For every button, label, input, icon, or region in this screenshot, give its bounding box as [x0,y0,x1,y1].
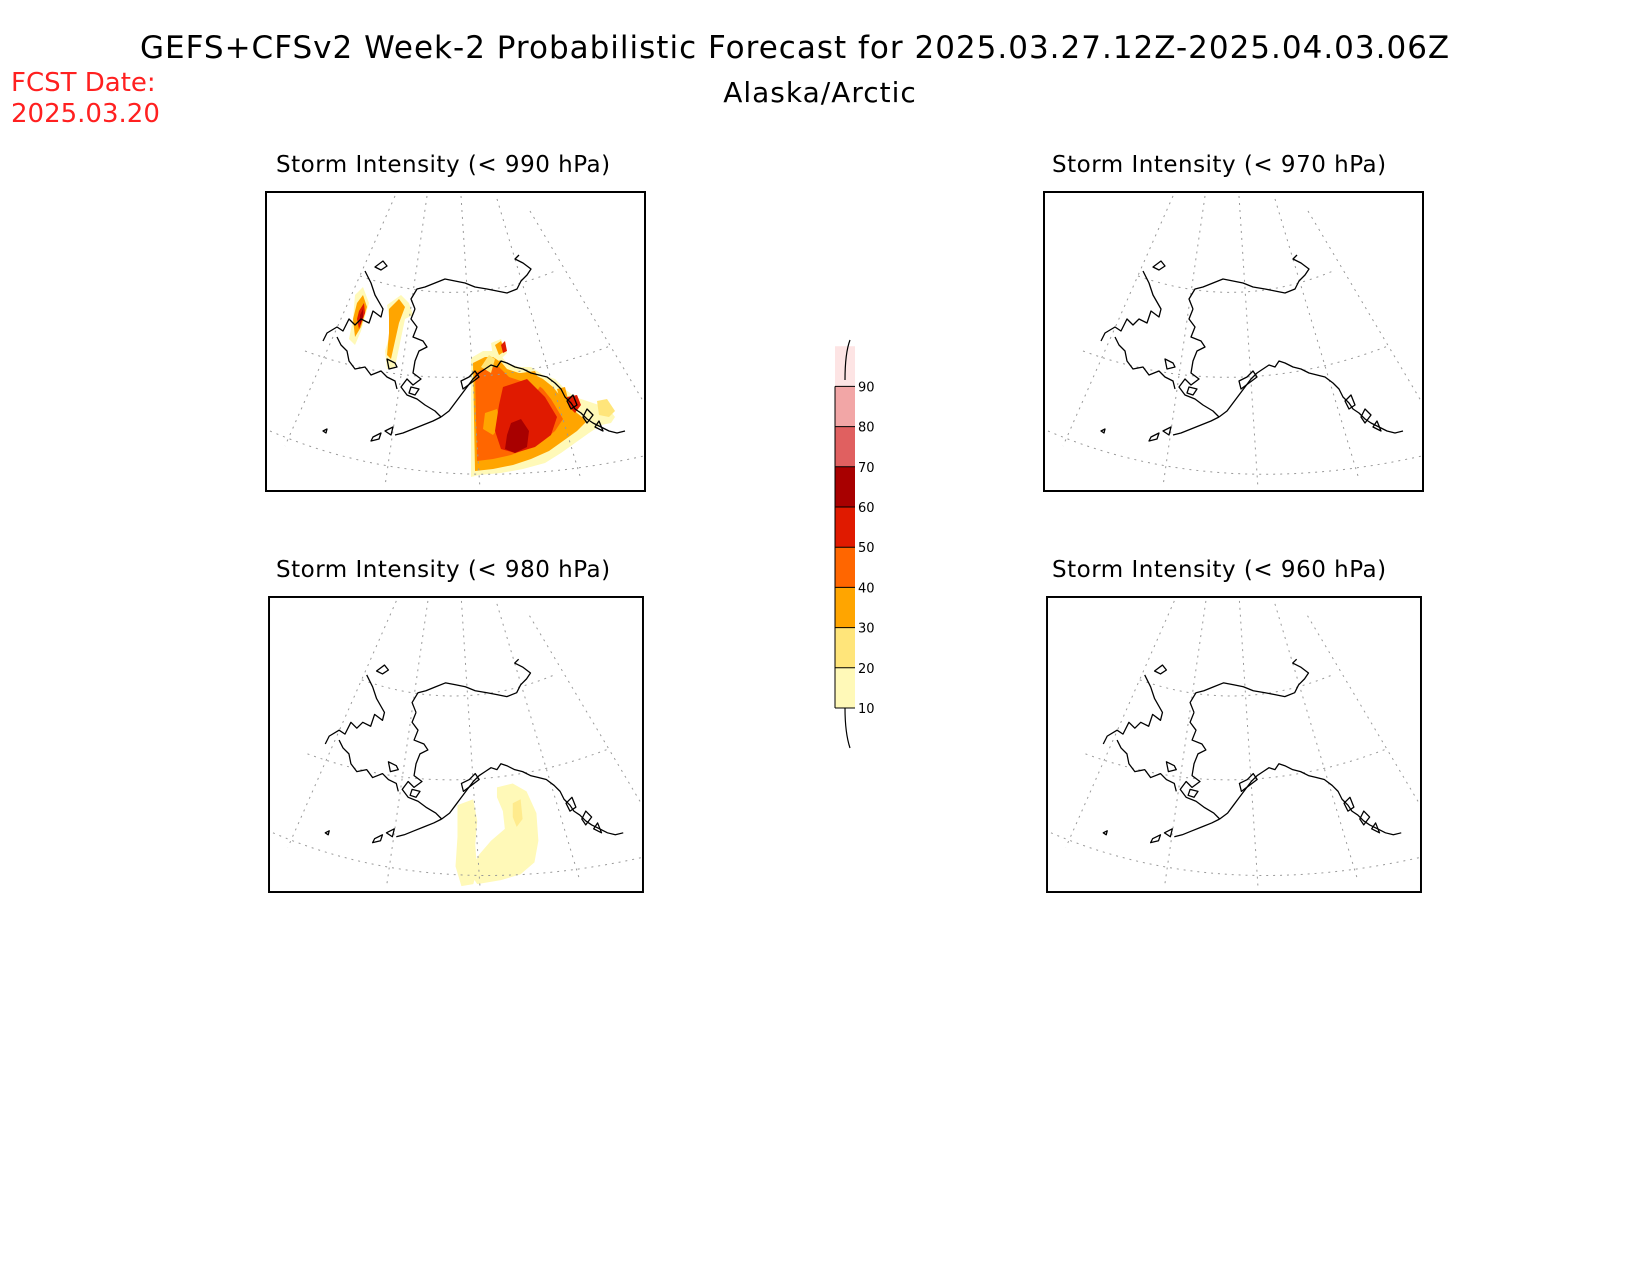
panel-title-990: Storm Intensity (< 990 hPa) [276,152,611,178]
map-panel-960 [1046,596,1422,893]
colorbar-level-label: 20 [858,662,875,677]
panel-title-970: Storm Intensity (< 970 hPa) [1052,152,1387,178]
probability-colorbar: 10 20 30 40 50 60 70 80 90 [834,339,875,749]
colorbar-swatch [835,627,855,668]
colorbar-level-label: 40 [858,581,875,596]
probability-shading-980 [455,783,539,887]
map-panel-970 [1043,191,1424,492]
forecast-date-value: 2025.03.20 [11,99,160,129]
colorbar-level-label: 80 [858,421,875,436]
probability-shading-990 [349,287,615,477]
colorbar-swatch [835,507,855,548]
colorbar-level-label: 60 [858,501,875,516]
colorbar-level-label: 10 [858,702,875,717]
panel-title-960: Storm Intensity (< 960 hPa) [1052,557,1387,583]
colorbar-swatch [835,386,855,427]
forecast-date-label: FCST Date: [11,68,156,98]
colorbar-swatch [835,466,855,507]
map-panel-990 [265,191,646,492]
colorbar-level-label: 70 [858,461,875,476]
colorbar-swatch [835,667,855,708]
colorbar-level-label: 30 [858,622,875,637]
region-subtitle: Alaska/Arctic [723,76,917,109]
panel-title-980: Storm Intensity (< 980 hPa) [276,557,611,583]
colorbar-swatch [835,587,855,628]
colorbar-swatch [835,426,855,467]
main-title: GEFS+CFSv2 Week-2 Probabilistic Forecast… [140,30,1451,66]
map-panel-980 [268,596,644,893]
colorbar-level-label: 50 [858,541,875,556]
forecast-date: FCST Date: 2025.03.20 [11,68,160,130]
colorbar-level-label: 90 [858,380,875,395]
colorbar-swatch [835,547,855,588]
